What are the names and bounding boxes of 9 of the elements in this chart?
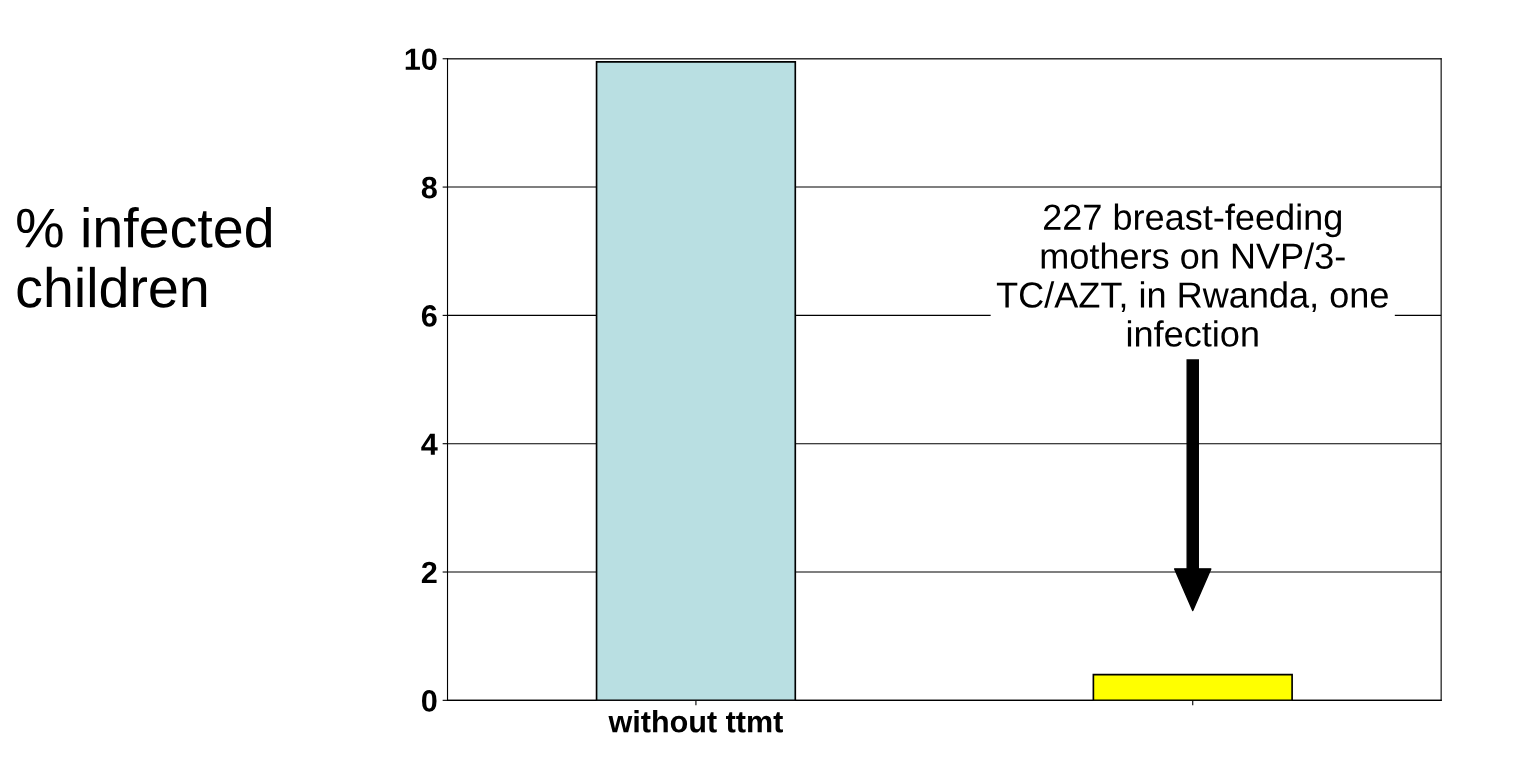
y-tick-label: 10	[405, 48, 437, 71]
y-tick-label: 0	[422, 690, 437, 712]
y-axis-title: % infected children	[17, 207, 271, 308]
y-tick-label: 4	[421, 433, 438, 455]
x-tick-label: without ttmt	[608, 710, 783, 733]
y-tick-label: 6	[421, 305, 437, 327]
annotation: 227 breast-feeding mothers on NVP/3- TC/AZT, in Rwanda, one infection	[996, 203, 1388, 347]
y-tick-label: 2	[421, 561, 437, 584]
y-tick-label: 8	[421, 176, 437, 199]
